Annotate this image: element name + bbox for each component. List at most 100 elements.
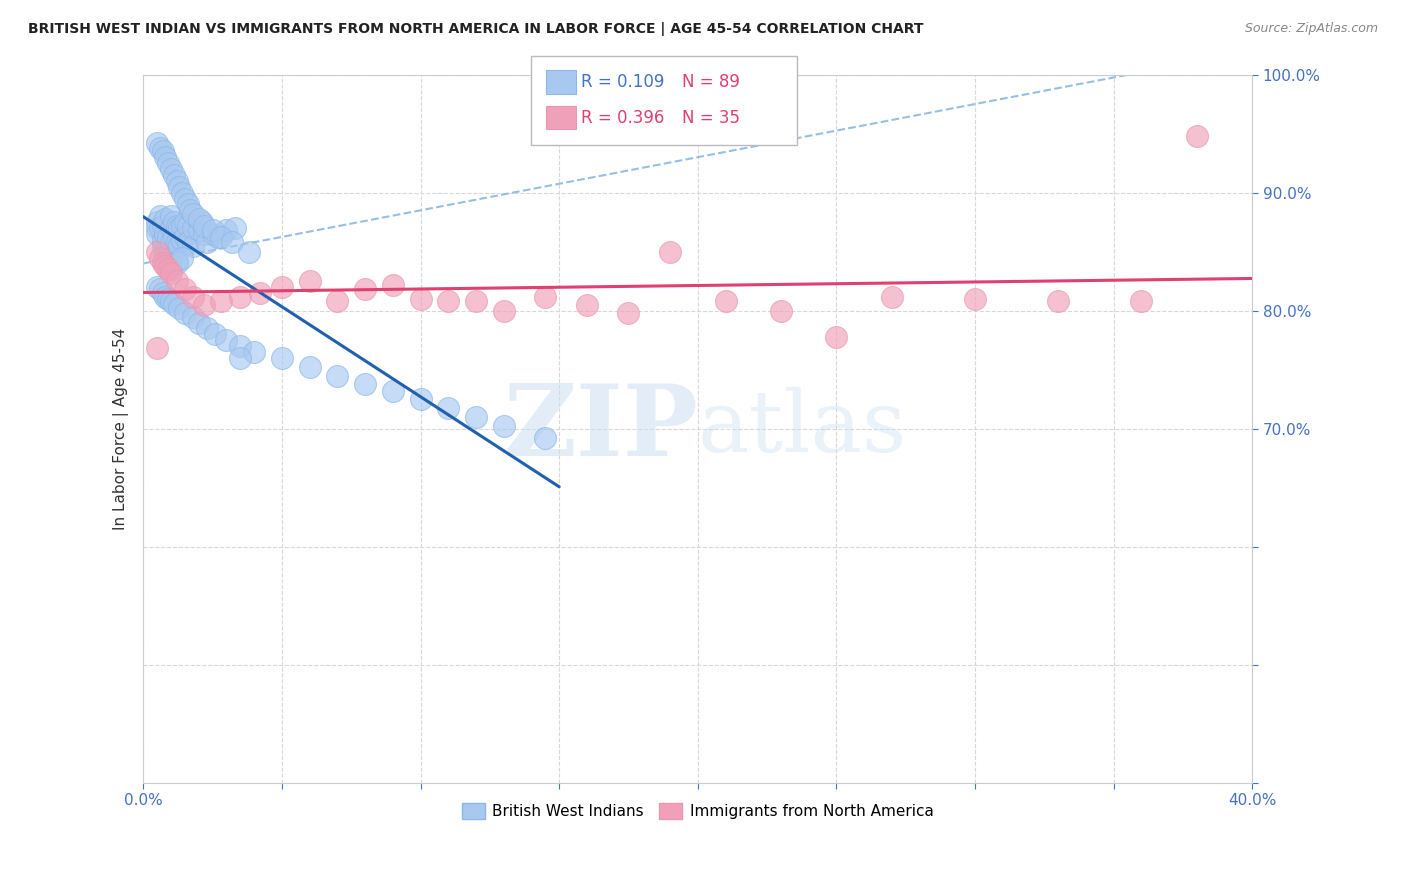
Point (181, 310, 204, 324)
Point (152, 233, 174, 247)
Point (160, 235, 183, 250)
Point (193, 298, 215, 312)
Point (146, 342, 169, 356)
Point (163, 215, 186, 229)
Point (152, 285, 174, 300)
Point (714, 294, 737, 309)
Point (163, 230, 186, 244)
Point (157, 230, 180, 244)
Point (1130, 294, 1153, 309)
Point (166, 235, 188, 250)
Point (157, 156, 180, 170)
Point (176, 219, 198, 233)
Point (1185, 128, 1208, 143)
Point (166, 274, 188, 288)
Text: N = 89: N = 89 (682, 73, 740, 91)
Point (155, 211, 177, 226)
Point (201, 227, 224, 241)
Point (176, 235, 198, 250)
Point (229, 339, 252, 353)
Point (146, 136, 169, 150)
Text: atlas: atlas (697, 387, 907, 470)
Point (298, 360, 321, 375)
Point (409, 392, 432, 407)
Point (160, 266, 183, 280)
Point (229, 351, 252, 365)
Point (243, 345, 266, 359)
Point (534, 431, 557, 445)
Point (880, 289, 903, 303)
Point (326, 294, 349, 309)
Text: R = 0.109: R = 0.109 (581, 73, 664, 91)
Point (146, 221, 169, 235)
Point (492, 303, 515, 318)
Point (172, 233, 194, 247)
Point (149, 282, 172, 296)
Point (825, 329, 848, 343)
Point (381, 277, 404, 292)
Point (176, 197, 198, 211)
Point (160, 251, 183, 265)
Point (160, 221, 183, 235)
Point (155, 227, 177, 241)
Point (354, 282, 377, 296)
Point (146, 244, 169, 259)
Point (409, 292, 432, 306)
Point (1047, 294, 1070, 309)
Point (146, 215, 169, 229)
Point (617, 306, 640, 320)
Point (963, 292, 986, 306)
Point (193, 227, 215, 241)
Point (149, 221, 172, 235)
Point (298, 274, 321, 288)
Point (769, 303, 792, 318)
Point (181, 289, 204, 303)
Point (152, 219, 174, 233)
Point (155, 150, 177, 164)
Point (381, 384, 404, 398)
Point (160, 294, 183, 309)
Point (152, 238, 174, 252)
Point (174, 230, 197, 244)
Point (157, 292, 180, 306)
Point (181, 207, 204, 221)
Point (187, 211, 209, 226)
Point (149, 251, 172, 265)
Point (238, 244, 260, 259)
Point (224, 221, 246, 235)
Point (209, 294, 232, 309)
Point (160, 262, 183, 277)
Point (271, 280, 294, 294)
Text: N = 35: N = 35 (682, 109, 740, 127)
Point (204, 327, 226, 342)
Point (166, 174, 188, 188)
Point (172, 186, 194, 200)
Point (155, 259, 177, 273)
Text: ZIP: ZIP (503, 380, 697, 477)
Point (221, 235, 243, 250)
Point (195, 321, 218, 335)
Point (174, 306, 197, 320)
Point (181, 221, 204, 235)
Point (534, 289, 557, 303)
Point (169, 221, 191, 235)
Point (166, 219, 188, 233)
Text: R = 0.396: R = 0.396 (581, 109, 664, 127)
Point (659, 244, 682, 259)
Point (166, 256, 188, 270)
Point (174, 282, 197, 296)
Point (155, 289, 177, 303)
Point (155, 244, 177, 259)
Point (169, 237, 191, 252)
Point (179, 203, 201, 218)
Point (157, 247, 180, 261)
Point (160, 209, 183, 223)
Text: BRITISH WEST INDIAN VS IMMIGRANTS FROM NORTH AMERICA IN LABOR FORCE | AGE 45-54 : BRITISH WEST INDIAN VS IMMIGRANTS FROM N… (28, 22, 924, 37)
Point (181, 238, 204, 252)
Point (465, 409, 488, 424)
Point (215, 333, 238, 347)
Point (152, 145, 174, 159)
Point (166, 254, 188, 268)
Point (163, 168, 186, 182)
Point (163, 296, 186, 310)
